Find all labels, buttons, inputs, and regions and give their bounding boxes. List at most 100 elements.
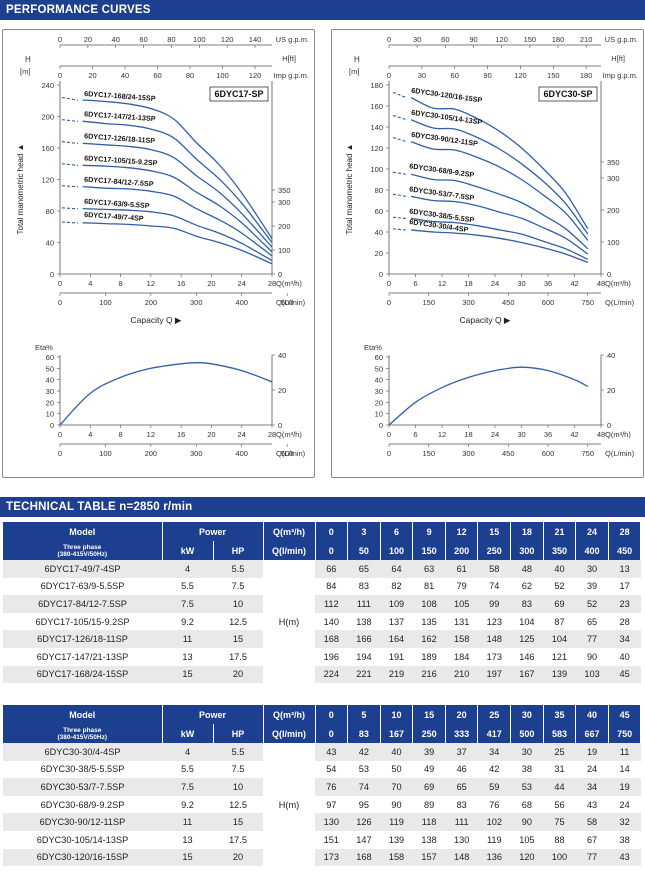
curve-dash bbox=[61, 163, 79, 167]
head-value-cell: 77 bbox=[575, 848, 609, 867]
kw-cell: 7.5 bbox=[162, 778, 213, 796]
col-hp: HP bbox=[213, 541, 264, 560]
head-unit-cell: H(m) bbox=[263, 743, 316, 867]
head-value-cell: 40 bbox=[380, 743, 413, 761]
head-value-cell: 39 bbox=[412, 743, 446, 761]
head-value-cell: 189 bbox=[412, 647, 446, 666]
head-value-cell: 84 bbox=[315, 577, 348, 596]
model-cell: 6DYC30-90/12-11SP bbox=[3, 813, 162, 831]
m-unit-label: [m] bbox=[20, 67, 30, 76]
kw-cell: 13 bbox=[162, 647, 213, 666]
curve-line bbox=[410, 141, 589, 241]
head-value-cell: 30 bbox=[575, 560, 609, 578]
model-cell: 6DYC17-168/24-15SP bbox=[3, 665, 162, 684]
head-value-cell: 38 bbox=[510, 760, 544, 779]
y-tick-label: 160 bbox=[370, 102, 383, 111]
head-value-cell: 83 bbox=[347, 577, 381, 596]
eta-lmin-tick-label: 750 bbox=[581, 449, 594, 458]
head-value-cell: 65 bbox=[347, 560, 381, 578]
technical-table-6dyc30: Model Power Q(m³/h) 0 5 10 15 20 25 30 35 40 45 Three… bbox=[3, 705, 642, 867]
q-m3h-label: Q(m³/h) bbox=[605, 279, 631, 288]
head-value-cell: 104 bbox=[510, 612, 544, 631]
head-value-cell: 135 bbox=[412, 612, 446, 631]
head-value-cell: 123 bbox=[477, 612, 511, 631]
q-m3h-value: 6 bbox=[380, 522, 414, 541]
y-tick-label: 80 bbox=[375, 186, 383, 195]
head-value-cell: 173 bbox=[315, 848, 348, 867]
q-lmin-value: 0 bbox=[315, 724, 349, 743]
us-tick-label: 210 bbox=[580, 35, 593, 44]
head-value-cell: 157 bbox=[412, 848, 446, 867]
y-axis-title: Total manometric head ▲ bbox=[345, 143, 354, 234]
model-cell: 6DYC30-68/9-9.2SP bbox=[3, 795, 162, 814]
x-tick-label: 6 bbox=[413, 279, 417, 288]
head-unit-cell: H(m) bbox=[263, 560, 316, 684]
head-value-cell: 28 bbox=[608, 612, 641, 631]
head-value-cell: 109 bbox=[380, 595, 413, 613]
curve-dash bbox=[392, 216, 408, 220]
model-cell: 6DYC30-120/16-15SP bbox=[3, 848, 162, 867]
q-lmin-value: 667 bbox=[575, 724, 609, 743]
curve-dash bbox=[392, 228, 408, 231]
us-tick-label: 150 bbox=[524, 35, 537, 44]
table-row: 6DYC30-38/5-5.5SP 5.5 7.5 54 53 50 49 46 42 38 31 2… bbox=[3, 760, 641, 779]
q-m3h-value: 40 bbox=[575, 705, 609, 724]
q-lmin-label: Q(L/min) bbox=[276, 298, 306, 307]
eta-y-tick-label: 50 bbox=[46, 364, 54, 373]
col-hp: HP bbox=[213, 724, 264, 743]
y-tick-label: 40 bbox=[46, 239, 54, 248]
head-value-cell: 100 bbox=[543, 848, 576, 867]
y-tick-label: 60 bbox=[375, 207, 383, 216]
head-value-cell: 70 bbox=[380, 778, 413, 796]
eta-y-tick-label: 10 bbox=[46, 410, 54, 419]
head-value-cell: 64 bbox=[380, 560, 413, 578]
head-value-cell: 224 bbox=[315, 665, 348, 684]
y-tick-label: 80 bbox=[46, 207, 54, 216]
eta-y-tick-label: 20 bbox=[375, 398, 383, 407]
head-value-cell: 58 bbox=[575, 813, 609, 831]
kw-cell: 15 bbox=[162, 848, 213, 867]
hp-cell: 12.5 bbox=[213, 612, 264, 631]
curve-dash bbox=[61, 141, 79, 145]
table-header-row: Model Power Q(m³/h) 0 3 6 9 12 15 18 21 24 28 bbox=[3, 522, 642, 541]
table-subheader-row: Three phase (380-415V/50Hz) kW HP Q(l/min) 0 8… bbox=[3, 724, 642, 743]
hp-cell: 5.5 bbox=[213, 743, 264, 761]
x-tick-label: 28 bbox=[268, 279, 276, 288]
head-value-cell: 90 bbox=[380, 795, 413, 814]
x-tick-label: 20 bbox=[207, 279, 215, 288]
model-cell: 6DYC30-30/4-4SP bbox=[3, 743, 162, 761]
y-tick-label: 160 bbox=[41, 144, 54, 153]
eta-x-tick-label: 12 bbox=[147, 430, 155, 439]
head-value-cell: 191 bbox=[380, 647, 413, 666]
y-tick-label: 120 bbox=[41, 176, 54, 185]
x-axis-title: Capacity Q ▶ bbox=[131, 315, 182, 325]
col-power: Power bbox=[162, 522, 264, 541]
q-lmin-value: 0 bbox=[315, 541, 349, 560]
x-tick-label: 36 bbox=[544, 279, 552, 288]
head-value-cell: 19 bbox=[608, 778, 641, 796]
imp-tick-label: 0 bbox=[58, 71, 62, 80]
head-value-cell: 32 bbox=[608, 813, 641, 831]
ft-tick-label: 200 bbox=[607, 206, 620, 215]
us-tick-label: 140 bbox=[249, 35, 262, 44]
head-value-cell: 168 bbox=[347, 848, 381, 867]
y-tick-label: 180 bbox=[370, 81, 383, 90]
x-tick-label: 24 bbox=[238, 279, 246, 288]
lmin-tick-label: 0 bbox=[387, 298, 391, 307]
head-value-cell: 37 bbox=[445, 743, 478, 761]
x-tick-label: 16 bbox=[177, 279, 185, 288]
x-tick-label: 18 bbox=[464, 279, 472, 288]
head-value-cell: 173 bbox=[477, 647, 511, 666]
head-value-cell: 125 bbox=[510, 630, 544, 648]
eta-right-tick-label: 40 bbox=[607, 351, 615, 360]
curve-label: 6DYC17-63/9-5.5SP bbox=[84, 197, 150, 211]
lmin-tick-label: 0 bbox=[58, 298, 62, 307]
q-lmin-value: 50 bbox=[347, 541, 381, 560]
q-lmin-value: 250 bbox=[477, 541, 512, 560]
curve-dash bbox=[61, 185, 79, 188]
head-value-cell: 49 bbox=[412, 760, 446, 779]
col-model: Model bbox=[3, 705, 163, 724]
imp-tick-label: 80 bbox=[186, 71, 194, 80]
head-value-cell: 147 bbox=[347, 830, 381, 849]
curve-label: 6DYC17-126/18-11SP bbox=[84, 131, 156, 145]
